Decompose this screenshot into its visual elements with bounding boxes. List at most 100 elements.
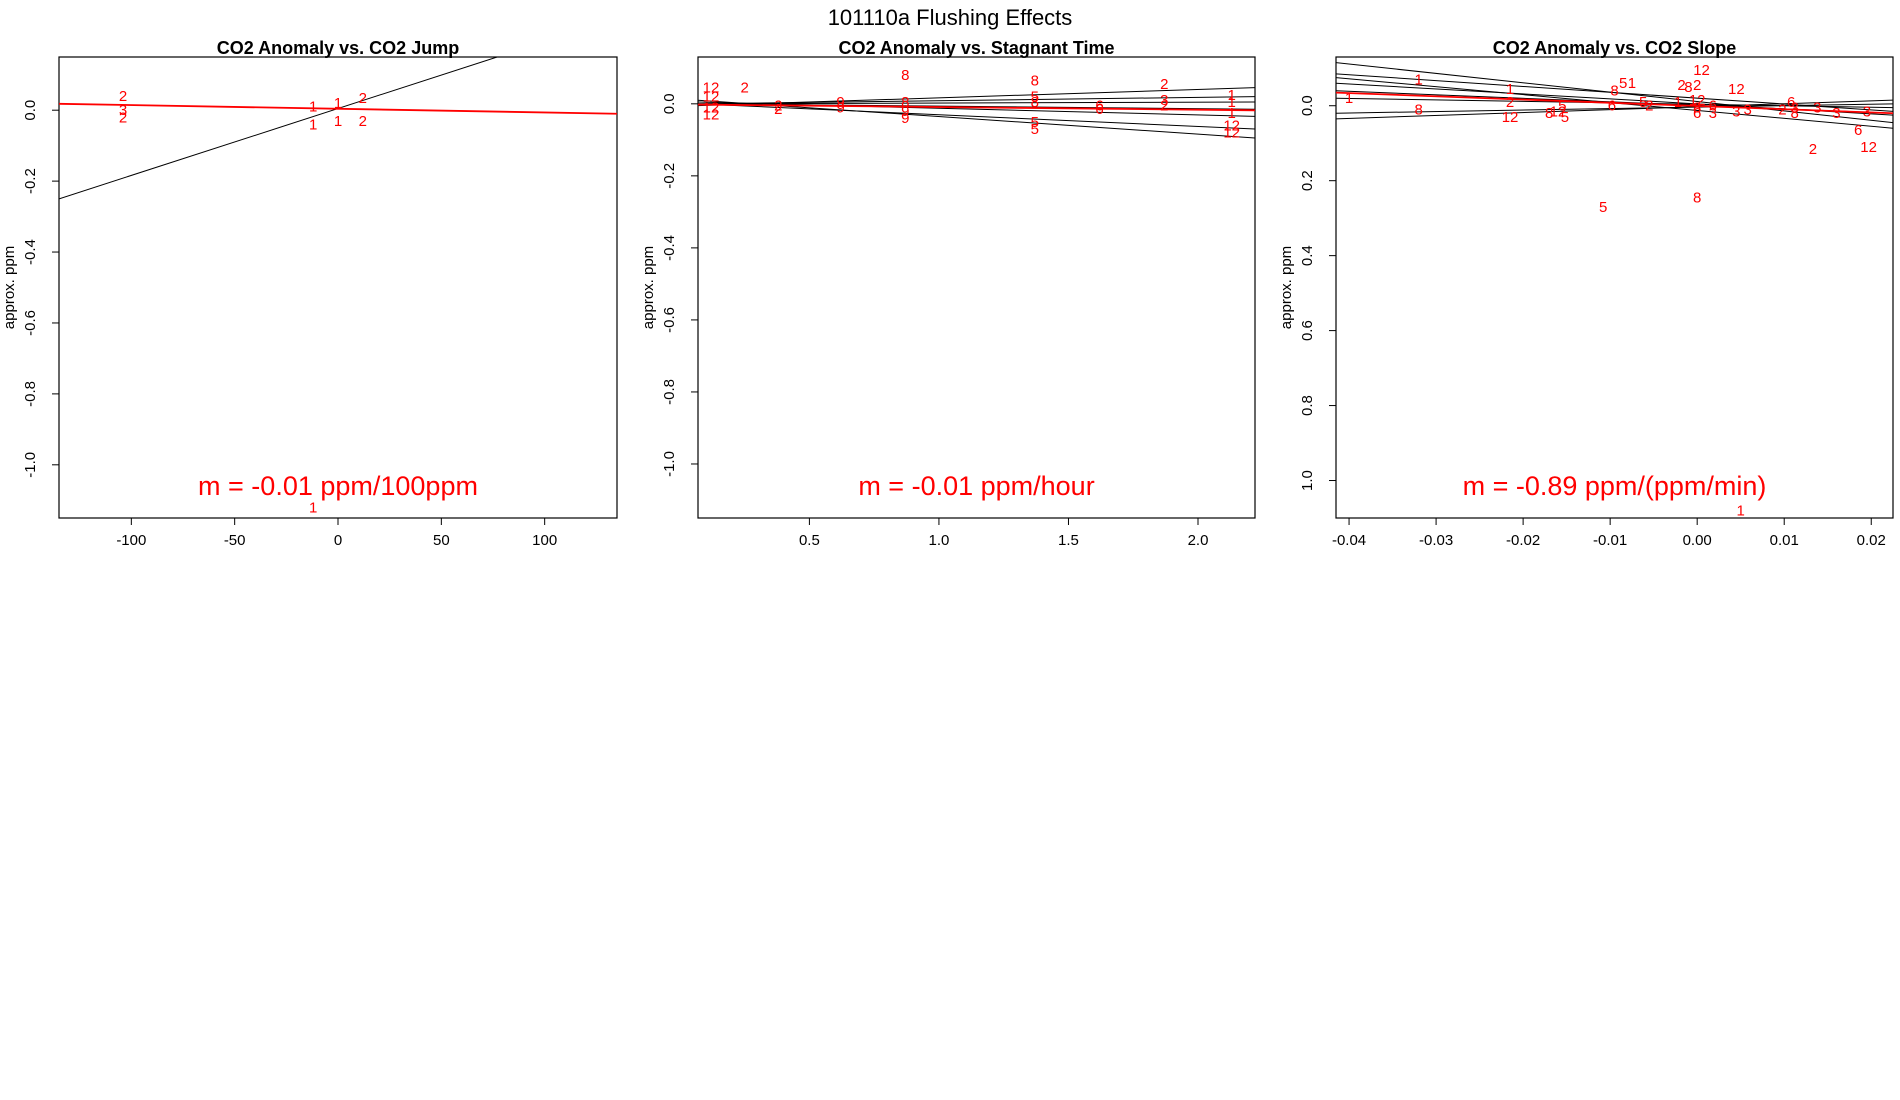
data-point: 3 [1709,105,1717,122]
data-point: 12 [1223,125,1240,142]
panel-co2-jump: CO2 Anomaly vs. CO2 Jump approx. ppm -100 -… [1,38,618,549]
panel-stagnant-time: CO2 Anomaly vs. Stagnant Time approx. ppm… [640,38,1256,549]
group-regression-line [1336,99,1893,120]
data-point: 1 [1415,71,1423,88]
y-tick-label: 0.0 [22,100,39,121]
x-tick-label: -0.02 [1506,532,1540,549]
data-point: 12 [703,107,720,124]
data-point: 2 [1645,98,1653,115]
group-regression-line [59,57,498,200]
data-point: 12 [1550,103,1567,120]
x-tick-label: 0.00 [1683,532,1712,549]
data-point: 1 [334,95,342,112]
data-point: 6 [1709,98,1717,115]
data-point: 1 [1228,87,1236,104]
data-point: 12 [703,89,720,106]
data-point: 5 [1031,114,1039,131]
data-point: 8 [1031,94,1039,111]
y-axis-label: approx. ppm [640,246,657,329]
group-regression-line [1336,103,1893,114]
data-point: 9 [836,99,844,116]
data-point: 3 [1743,101,1751,118]
data-point: 12 [1728,81,1745,98]
panel-co2-slope: CO2 Anomaly vs. CO2 Slope approx. ppm -0.0… [1278,38,1894,549]
slope-annotation: m = -0.01 ppm/100ppm [198,471,478,501]
x-tick-label: -0.03 [1419,532,1453,549]
data-point: 2 [1778,101,1786,118]
group-regression-line [698,101,1255,117]
data-point: 5 [1031,89,1039,106]
data-point: 12 [1689,92,1706,109]
y-tick-label: -0.6 [661,307,678,333]
y-tick-label: 0.2 [1299,170,1316,191]
data-point: 1 [1345,90,1353,107]
data-point: 5 [1619,75,1627,92]
y-tick-label: -0.6 [22,310,39,336]
data-point: 5 [1558,98,1566,115]
panel-title: CO2 Anomaly vs. Stagnant Time [838,38,1114,58]
data-point: 12 [1223,117,1240,134]
data-point: 2 [1693,77,1701,94]
data-point: 8 [901,67,909,84]
data-point: 3 [119,102,127,119]
figure-title: 101110a Flushing Effects [828,5,1073,30]
x-tick-label: 1.5 [1058,532,1079,549]
plot-frame [1335,56,1894,519]
data-point: 2 [774,98,782,115]
data-point: 8 [1684,79,1692,96]
x-tick-label: 0.5 [799,532,820,549]
plot-area [1336,62,1893,129]
data-point: 5 [1639,94,1647,111]
data-point: 2 [359,113,367,130]
data-point: 5 [1599,199,1607,216]
overall-fit-line [59,102,617,115]
y-tick-label: -0.2 [661,163,678,189]
data-point: 1 [309,116,317,133]
x-tick-label: 0 [334,532,342,549]
data-point: 6 [1787,94,1795,111]
y-tick-label: -0.8 [661,379,678,405]
data-point: 9 [901,110,909,127]
x-tick-label: 2.0 [1188,532,1209,549]
data-point: 8 [901,94,909,111]
data-point: 2 [359,90,367,107]
data-point: 2 [740,80,748,97]
y-tick-label: 0.8 [1299,395,1316,416]
data-point: 8 [1031,72,1039,89]
data-point: 8 [1545,105,1553,122]
panel-title: CO2 Anomaly vs. CO2 Jump [217,38,459,58]
data-point: 5 [1561,109,1569,126]
data-point: 6 [1854,122,1862,139]
data-point: 8 [1610,83,1618,100]
y-tick-label: 0.0 [1299,95,1316,116]
y-axis-label: approx. ppm [1,246,18,329]
data-point: 8 [1790,105,1798,122]
y-axis-label: approx. ppm [1278,246,1295,329]
data-point: 5 [1031,121,1039,138]
overall-fit-line [698,103,1255,112]
data-point: 1 [1737,503,1745,520]
y-tick-label: -1.0 [661,451,678,477]
data-point: 1 [1628,75,1636,92]
data-point: 8 [1693,100,1701,117]
panel-title: CO2 Anomaly vs. CO2 Slope [1493,38,1736,58]
data-point: 2 [119,109,127,126]
y-tick-label: -0.4 [22,239,39,265]
data-point: 1 [309,499,317,516]
x-tick-label: -100 [116,532,146,549]
x-tick-label: 50 [433,532,450,549]
data-point: 1 [1506,81,1514,98]
x-tick-label: 0.01 [1770,532,1799,549]
data-point: 3 [1832,105,1840,122]
data-point: 1 [334,113,342,130]
y-tick-label: -1.0 [22,452,39,478]
data-point: 2 [119,88,127,105]
data-point: 6 [1693,105,1701,122]
data-point: 3 [1863,103,1871,120]
x-tick-label: -50 [224,532,246,549]
data-point: 2 [1677,77,1685,94]
y-tick-label: -0.4 [661,235,678,261]
data-point: 1 [1674,94,1682,111]
x-tick-label: 1.0 [929,532,950,549]
data-point: 6 [1608,98,1616,115]
